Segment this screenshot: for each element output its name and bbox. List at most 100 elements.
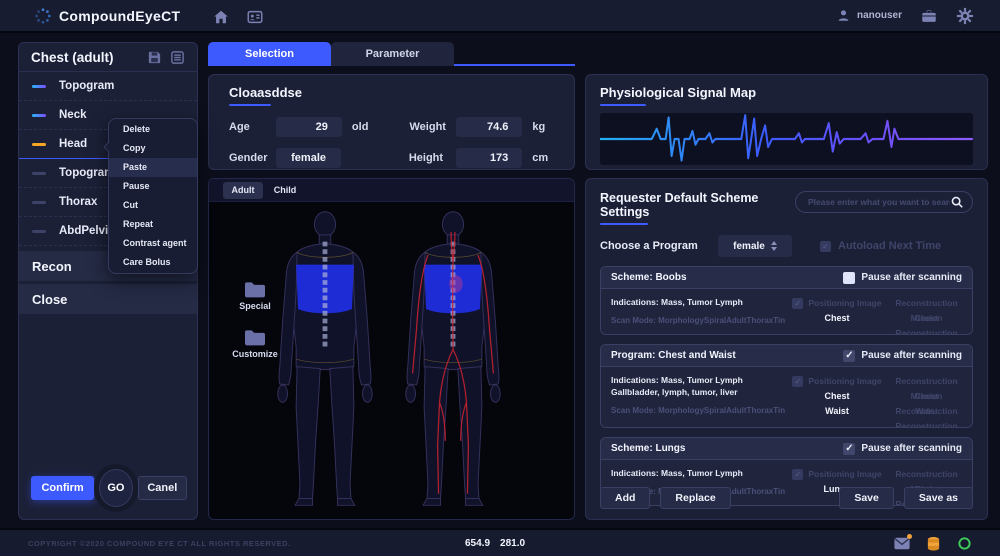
- tab-child[interactable]: Child: [273, 184, 297, 195]
- menu-item-pause[interactable]: Pause: [123, 181, 150, 191]
- menu-item-paste[interactable]: Paste: [109, 158, 197, 177]
- sidebar-section-close[interactable]: Close: [19, 284, 197, 314]
- toolbox-icon[interactable]: [920, 7, 938, 25]
- body-figure-anatomy[interactable]: [267, 205, 383, 513]
- height-label: Height: [408, 152, 444, 164]
- coins-icon[interactable]: [926, 536, 941, 551]
- home-icon[interactable]: [212, 8, 230, 26]
- sidebar-item-label: AbdPelvis: [59, 225, 115, 237]
- region-label: Chest: [824, 391, 850, 401]
- user-icon: [838, 10, 849, 21]
- coord-y: 281.0: [500, 537, 526, 549]
- recon-item: Chest Reconstruction: [895, 391, 958, 416]
- height-field[interactable]: 173: [455, 148, 523, 168]
- stepper-icon: [770, 241, 777, 251]
- region-label: Lungs: [823, 484, 851, 494]
- menu-item-contrast-agent[interactable]: Contrast agent: [123, 238, 187, 248]
- replace-button[interactable]: Replace: [660, 487, 731, 509]
- autoload-checkbox[interactable]: ✓: [820, 240, 831, 252]
- gender-label: Gender: [229, 152, 268, 164]
- contact-card-icon[interactable]: [246, 8, 264, 26]
- add-button[interactable]: Add: [600, 487, 651, 509]
- tab-parameter[interactable]: Parameter: [331, 42, 454, 66]
- confirm-button[interactable]: Confirm: [31, 476, 95, 500]
- autoload-option[interactable]: ✓ Autoload Next Time: [820, 240, 941, 252]
- menu-item-delete[interactable]: Delete: [123, 124, 151, 134]
- sync-status-icon[interactable]: [957, 536, 972, 551]
- search-input[interactable]: [808, 197, 950, 207]
- positioning-checkbox[interactable]: ✓: [792, 469, 804, 480]
- recon-mission-label: Reconstruction Mission: [895, 376, 958, 401]
- positioning-label: Positioning Image: [808, 469, 882, 479]
- protocol-title: Chest (adult): [31, 49, 114, 65]
- sidebar-item-label: Topogram: [59, 167, 115, 179]
- sidebar-item-topogram-1[interactable]: Topogram: [19, 72, 197, 101]
- recon-item: Waist Reconstruction: [895, 406, 958, 428]
- menu-item-copy[interactable]: Copy: [123, 143, 146, 153]
- pause-label: Pause after scanning: [861, 443, 962, 454]
- menu-item-cut[interactable]: Cut: [123, 200, 138, 210]
- pause-checkbox[interactable]: ✓: [843, 349, 856, 362]
- copyright-text: COPYRIGHT ©2020 COMPOUND EYE CT ALL RIGH…: [28, 538, 291, 548]
- app-logo: CompoundEyeCT: [34, 7, 180, 25]
- title-underline: [600, 104, 646, 106]
- tab-adult[interactable]: Adult: [223, 181, 263, 199]
- positioning-checkbox[interactable]: ✓: [792, 376, 804, 387]
- region-label: Chest: [824, 313, 850, 323]
- save-as-button[interactable]: Save as: [903, 487, 973, 509]
- positioning-label: Positioning Image: [808, 298, 882, 308]
- pause-label: Pause after scanning: [861, 272, 962, 283]
- signal-map-title: Physiological Signal Map: [600, 85, 757, 100]
- menu-item-repeat[interactable]: Repeat: [123, 219, 154, 229]
- indications-2: Gallbladder, lymph, tumor, liver: [611, 387, 738, 397]
- age-label: Age: [229, 121, 250, 133]
- cursor-coordinates: 654.9 281.0: [465, 538, 525, 549]
- save-button[interactable]: Save: [839, 487, 894, 509]
- scheme-header[interactable]: Scheme: Lungs ✓ Pause after scanning: [601, 438, 972, 460]
- positioning-checkbox[interactable]: ✓: [792, 298, 804, 309]
- body-figure-vascular[interactable]: [395, 205, 511, 513]
- mail-icon[interactable]: [894, 533, 912, 550]
- age-unit: old: [351, 121, 369, 133]
- folder-customize[interactable]: Customize: [223, 327, 287, 359]
- scheme-title: Program: Chest and Waist: [611, 350, 736, 361]
- age-field[interactable]: 29: [275, 117, 342, 137]
- coord-x: 654.9: [465, 537, 491, 549]
- recon-mission-label: Reconstruction Mission: [895, 298, 958, 323]
- scheme-title: Scheme: Boobs: [611, 272, 687, 283]
- save-icon[interactable]: [147, 50, 162, 65]
- gender-field[interactable]: female: [276, 148, 342, 168]
- requester-buttons: Add Replace Save Save as: [600, 487, 973, 509]
- sidebar-item-label: Head: [59, 138, 88, 150]
- indications: Indications: Mass, Tumor Lymph: [611, 375, 743, 385]
- pause-checkbox[interactable]: ✓: [843, 271, 856, 284]
- settings-gear-icon[interactable]: [956, 7, 974, 25]
- user-chip[interactable]: nanouser: [836, 8, 902, 23]
- menu-item-care-bolus[interactable]: Care Bolus: [123, 257, 171, 267]
- folder-label: Special: [239, 301, 271, 311]
- cancel-button[interactable]: Canel: [137, 476, 187, 500]
- sidebar-item-label: Neck: [59, 109, 87, 121]
- context-menu: Delete Copy Paste Pause Cut Repeat Contr…: [103, 118, 198, 274]
- weight-unit: kg: [532, 121, 546, 133]
- pause-checkbox[interactable]: ✓: [843, 442, 856, 455]
- folder-special[interactable]: Special: [223, 279, 287, 311]
- tab-selection[interactable]: Selection: [208, 42, 331, 66]
- indications: Indications: Mass, Tumor Lymph: [611, 297, 743, 307]
- logo-text: CompoundEyeCT: [59, 7, 181, 24]
- search-box[interactable]: [795, 191, 973, 213]
- go-button[interactable]: GO: [99, 469, 133, 507]
- search-icon[interactable]: [950, 195, 964, 209]
- program-select[interactable]: female: [718, 235, 792, 257]
- body-map-panel: Adult Child Special Customize: [208, 178, 575, 520]
- folder-icon: [245, 282, 265, 298]
- main-tabs: Selection Parameter: [208, 42, 575, 66]
- scheme-header[interactable]: Scheme: Boobs ✓ Pause after scanning: [601, 267, 972, 289]
- scan-mode: Scan Mode: MorphologySpiralAdultThoraxTi…: [611, 406, 786, 415]
- height-unit: cm: [532, 152, 549, 164]
- list-icon[interactable]: [170, 50, 185, 65]
- weight-label: Weight: [409, 121, 446, 133]
- item-dash: [32, 229, 46, 233]
- scheme-header[interactable]: Program: Chest and Waist ✓ Pause after s…: [601, 345, 972, 367]
- weight-field[interactable]: 74.6: [456, 117, 523, 137]
